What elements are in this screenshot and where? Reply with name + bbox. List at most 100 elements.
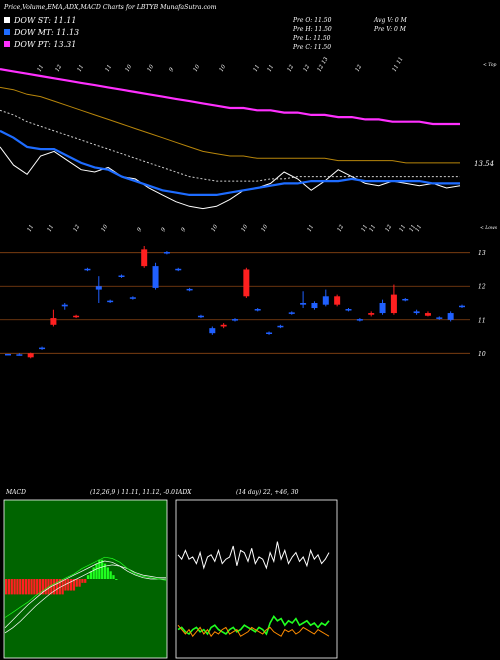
- macd-histogram-bar: [101, 559, 104, 579]
- price-tick-label: 13: [478, 250, 486, 257]
- candle-body: [107, 300, 114, 303]
- ema-lines: [0, 68, 461, 210]
- adx-values: (14 day) 22, +46, 30: [236, 489, 299, 496]
- candle-body: [300, 303, 307, 305]
- candle-body: [459, 305, 465, 308]
- candle-body: [436, 317, 443, 319]
- macd-histogram-bar: [69, 579, 73, 591]
- candle-body: [379, 303, 386, 314]
- upper-bottom-label: 11: [369, 224, 378, 233]
- macd-histogram-bar: [89, 571, 93, 579]
- macd-histogram-bar: [106, 567, 109, 579]
- top-label: < Top: [483, 62, 497, 68]
- macd-histogram-bar: [10, 579, 13, 595]
- macd-histogram-bar: [16, 579, 19, 595]
- upper-top-label: 9: [169, 67, 176, 73]
- adx-plot-area: [175, 499, 338, 659]
- macd-histogram-bar: [19, 579, 22, 595]
- candle-body: [220, 324, 227, 327]
- candle-body: [197, 315, 204, 318]
- upper-bottom-label: 10: [101, 224, 110, 233]
- upper-bottom-label: 9: [181, 227, 188, 233]
- candle-body: [118, 275, 125, 278]
- candle-body: [152, 266, 159, 288]
- candle-body: [368, 313, 375, 315]
- avg-volume: Avg V: 0 M: [373, 17, 408, 24]
- candle-body: [84, 268, 91, 271]
- upper-top-label: 10: [125, 64, 134, 73]
- macd-histogram-bar: [30, 579, 33, 595]
- candle-body: [129, 297, 136, 299]
- upper-bottom-label: 10: [211, 224, 220, 233]
- upper-top-label: 11: [267, 64, 276, 73]
- candle-body: [345, 309, 352, 311]
- upper-bottom-label: 11: [27, 224, 36, 233]
- candle-body: [50, 318, 57, 325]
- upper-top-label: 10: [219, 64, 228, 73]
- upper-bottom-label: 11: [415, 224, 424, 233]
- macd-histogram-bar: [72, 579, 76, 591]
- upper-bottom-label: 12: [337, 224, 346, 233]
- macd-histogram-bar: [92, 567, 95, 579]
- upper-top-label: 11: [105, 64, 114, 73]
- macd-histogram-bar: [55, 579, 59, 595]
- ema-line-2: [0, 129, 460, 196]
- chart-title: Price,Volume,EMA,ADX,MACD Charts for LBT…: [3, 4, 217, 11]
- upper-bottom-label: 12: [385, 224, 394, 233]
- candle-body: [424, 313, 431, 316]
- prev-ohlc: Pre O: 11.50 Pre H: 11.50 Pre L: 11.50 P…: [292, 17, 408, 51]
- legend: DOW ST: 11.11 DOW MT: 11.13 DOW PT: 13.3…: [4, 16, 79, 49]
- candle-body: [322, 296, 329, 305]
- upper-top-label: 11: [77, 64, 86, 73]
- candle-body: [175, 268, 182, 271]
- macd-histogram-bar: [33, 579, 36, 595]
- macd-histogram-bar: [44, 579, 47, 595]
- upper-bottom-label: 11: [409, 224, 418, 233]
- adx-line-3: [177, 624, 330, 638]
- macd-histogram-bar: [53, 579, 56, 595]
- legend-swatch-mt: [4, 29, 10, 35]
- macd-histogram-bar: [21, 579, 25, 595]
- candle-body: [186, 288, 193, 291]
- pre-volume: Pre V: 0 M: [373, 26, 407, 33]
- adx-line-2: [177, 614, 330, 636]
- candle-body: [73, 315, 80, 318]
- macd-histogram-bar: [7, 579, 11, 595]
- candle-body: [95, 286, 102, 290]
- upper-bottom-label: 11: [399, 224, 408, 233]
- candle-body: [232, 319, 238, 321]
- legend-dow-pt: DOW PT: 13.31: [13, 40, 76, 49]
- upper-top-label: 12: [55, 64, 64, 73]
- ema-line-5: [0, 109, 460, 182]
- price-tick-label: 10: [478, 351, 486, 358]
- upper-bottom-label: 12: [73, 224, 82, 233]
- candle-body: [311, 303, 318, 309]
- prev-high: Pre H: 11.50: [292, 26, 332, 33]
- upper-top-label: 12: [355, 64, 364, 73]
- macd-histogram-bar: [86, 575, 90, 579]
- prev-close: Pre C: 11.50: [292, 44, 331, 51]
- candle-body: [254, 309, 261, 311]
- candle-body: [16, 354, 23, 356]
- macd-line-1: [4, 560, 166, 629]
- candle-body: [413, 311, 420, 314]
- upper-bottom-label: 11: [307, 224, 316, 233]
- prev-open: Pre O: 11.50: [292, 17, 332, 24]
- macd-histogram-bar: [61, 579, 64, 595]
- macd-histogram-bar: [95, 563, 98, 579]
- adx-title: ADX: [177, 489, 192, 496]
- candlestick-panel: 13 12 11 10: [0, 246, 486, 359]
- macd-histogram-bar: [103, 563, 107, 579]
- price-tick-label: 11: [478, 317, 486, 324]
- upper-top-label: 11: [253, 64, 262, 73]
- candle-body: [243, 269, 250, 297]
- candle-body: [266, 332, 273, 335]
- macd-histogram-bar: [41, 579, 44, 595]
- upper-bottom-label: 11: [47, 224, 56, 233]
- candle-body: [288, 312, 295, 314]
- candle-body: [390, 294, 397, 314]
- upper-top-label: 11: [37, 64, 46, 73]
- upper-bottom-label: 9: [161, 227, 168, 233]
- macd-histogram-bar: [115, 579, 118, 580]
